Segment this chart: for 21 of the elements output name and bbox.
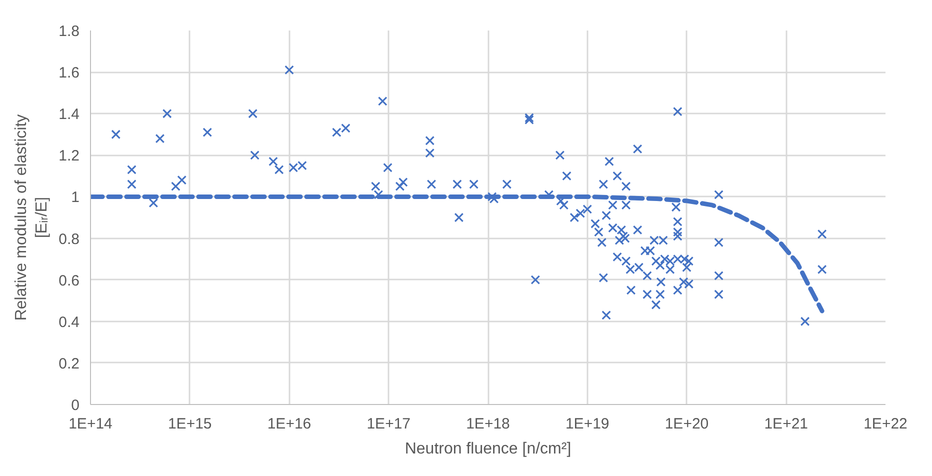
y-tick-label: 1.2 bbox=[58, 148, 80, 165]
y-tick-label: 0.6 bbox=[58, 272, 80, 290]
y-tick-label: 0.2 bbox=[58, 355, 80, 372]
x-tick-label: 1E+18 bbox=[466, 416, 510, 432]
x-axis-title: Neutron fluence [n/cm²] bbox=[404, 440, 572, 458]
y-tick-label: 1 bbox=[71, 189, 80, 206]
y-tick-label: 1.8 bbox=[58, 23, 80, 40]
y-axis-title: Relative modulus of elasticity [Eᵢᵣ/E] bbox=[13, 114, 51, 321]
x-tick-label: 1E+22 bbox=[864, 416, 908, 432]
x-tick-label: 1E+16 bbox=[267, 416, 312, 432]
x-tick-label: 1E+20 bbox=[664, 416, 709, 432]
x-tick-label: 1E+19 bbox=[565, 416, 610, 432]
x-tick-label: 1E+17 bbox=[366, 416, 411, 432]
x-tick-label: 1E+14 bbox=[68, 416, 112, 432]
x-tick-label: 1E+15 bbox=[168, 416, 212, 432]
x-tick-label: 1E+21 bbox=[764, 416, 808, 432]
y-tick-label: 0 bbox=[71, 397, 80, 414]
y-tick-label: 0.8 bbox=[58, 230, 80, 248]
y-tick-label: 1.4 bbox=[58, 106, 80, 124]
y-tick-label: 1.6 bbox=[58, 64, 80, 82]
y-tick-label: 0.4 bbox=[58, 314, 80, 331]
